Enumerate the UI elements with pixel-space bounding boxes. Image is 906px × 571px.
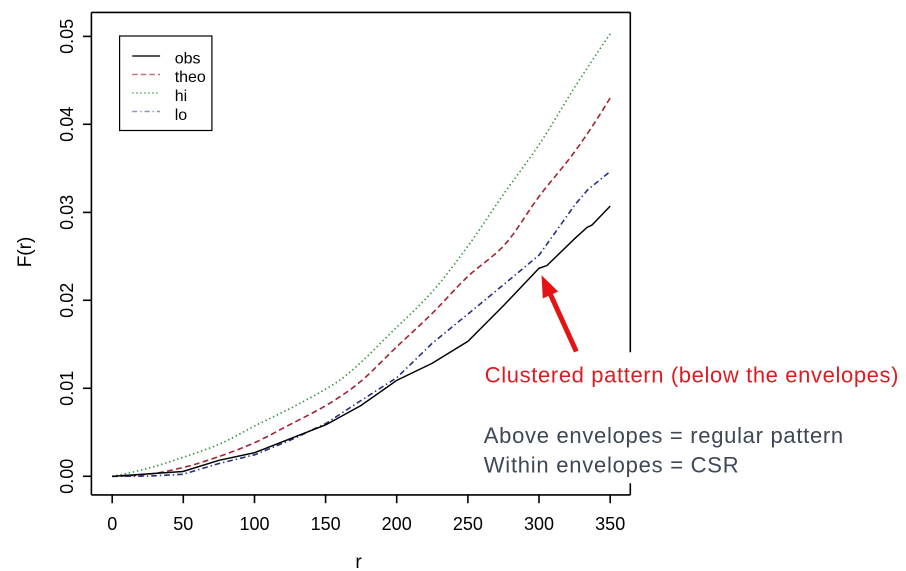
- svg-text:Above envelopes = regular patt: Above envelopes = regular pattern: [484, 423, 844, 448]
- svg-text:100: 100: [239, 514, 269, 534]
- svg-text:150: 150: [311, 514, 341, 534]
- svg-text:obs: obs: [175, 50, 201, 67]
- svg-text:0.05: 0.05: [57, 19, 77, 54]
- svg-text:0.03: 0.03: [57, 195, 77, 230]
- svg-text:0.02: 0.02: [57, 283, 77, 318]
- svg-text:Within envelopes = CSR: Within envelopes = CSR: [484, 452, 740, 477]
- svg-text:0: 0: [107, 514, 117, 534]
- svg-text:200: 200: [382, 514, 412, 534]
- svg-text:Clustered pattern (below the e: Clustered pattern (below the envelopes): [485, 363, 899, 388]
- svg-text:350: 350: [595, 514, 625, 534]
- svg-text:r: r: [355, 552, 362, 571]
- svg-text:50: 50: [173, 514, 193, 534]
- svg-text:300: 300: [524, 514, 554, 534]
- svg-text:0.04: 0.04: [57, 107, 77, 142]
- svg-text:lo: lo: [175, 107, 188, 124]
- svg-text:250: 250: [453, 514, 483, 534]
- svg-text:0.00: 0.00: [57, 459, 77, 494]
- svg-text:theo: theo: [175, 69, 206, 86]
- svg-text:hi: hi: [175, 88, 187, 105]
- svg-text:0.01: 0.01: [57, 371, 77, 406]
- svg-text:F(r): F(r): [15, 237, 36, 268]
